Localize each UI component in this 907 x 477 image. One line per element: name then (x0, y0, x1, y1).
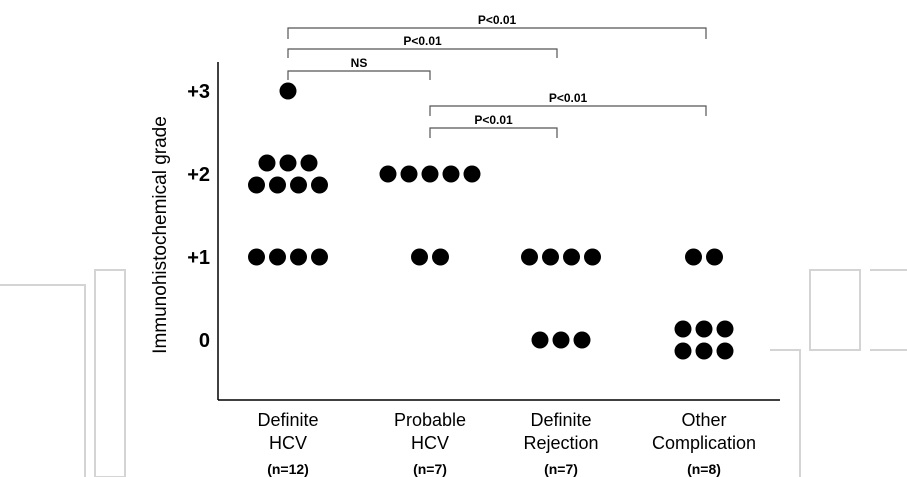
data-point (421, 165, 439, 183)
data-point (269, 176, 286, 194)
data-point (290, 248, 307, 266)
y-tick-label: +3 (187, 81, 210, 103)
data-point (248, 248, 265, 266)
watermark (0, 269, 907, 477)
data-point (674, 342, 692, 360)
data-point (521, 248, 538, 266)
data-point (300, 154, 318, 172)
data-point (542, 248, 559, 266)
y-tick-label: +2 (187, 164, 210, 186)
data-point (695, 320, 713, 338)
x-category-label: Probable (394, 410, 466, 430)
y-axis-label: Immunohistochemical grade (150, 116, 171, 354)
significance-label: P<0.01 (549, 91, 588, 105)
x-category-label: HCV (411, 433, 449, 453)
data-point (442, 165, 460, 183)
significance-bracket (429, 105, 707, 116)
data-point (400, 165, 418, 183)
x-category-count: (n=7) (544, 461, 578, 477)
x-category-count: (n=12) (267, 461, 309, 477)
data-point (311, 248, 328, 266)
data-point (552, 331, 570, 349)
significance-label: P<0.01 (474, 113, 513, 127)
data-point (563, 248, 580, 266)
data-point (685, 248, 702, 266)
data-point (695, 342, 713, 360)
significance-bracket (287, 27, 707, 39)
y-tick-label: 0 (199, 330, 210, 352)
data-point (463, 165, 481, 183)
x-category-label: Definite (530, 410, 591, 430)
significance-brackets: P<0.01 P<0.01 NS P<0.01 P<0.01 (287, 13, 707, 138)
data-point (269, 248, 286, 266)
x-category-label: Definite (257, 410, 318, 430)
data-point (716, 342, 734, 360)
data-point (279, 154, 297, 172)
y-tick-label: +1 (187, 247, 210, 269)
significance-label: NS (351, 56, 368, 70)
data-point (432, 248, 449, 266)
data-point (584, 248, 601, 266)
data-point (573, 331, 591, 349)
x-category-count: (n=7) (413, 461, 447, 477)
data-point (706, 248, 723, 266)
data-point (279, 82, 297, 100)
data-points (248, 82, 734, 360)
significance-label: P<0.01 (478, 13, 517, 27)
x-category-count: (n=8) (687, 461, 721, 477)
data-point (411, 248, 428, 266)
data-point (674, 320, 692, 338)
x-category-label: Other (681, 410, 726, 430)
significance-bracket (429, 127, 558, 138)
data-point (290, 176, 307, 194)
y-tick-labels: +3 +2 +1 0 (187, 81, 210, 352)
data-point (716, 320, 734, 338)
x-category-label: Rejection (523, 433, 598, 453)
data-point (531, 331, 549, 349)
x-category-label: Complication (652, 433, 756, 453)
significance-bracket (287, 48, 558, 58)
data-point (379, 165, 397, 183)
data-point (248, 176, 265, 194)
significance-bracket (287, 70, 431, 80)
data-point (258, 154, 276, 172)
x-category-label: HCV (269, 433, 307, 453)
x-category-labels: Definite HCV (n=12) Probable HCV (n=7) Definit… (257, 410, 756, 477)
significance-label: P<0.01 (403, 34, 442, 48)
data-point (311, 176, 328, 194)
